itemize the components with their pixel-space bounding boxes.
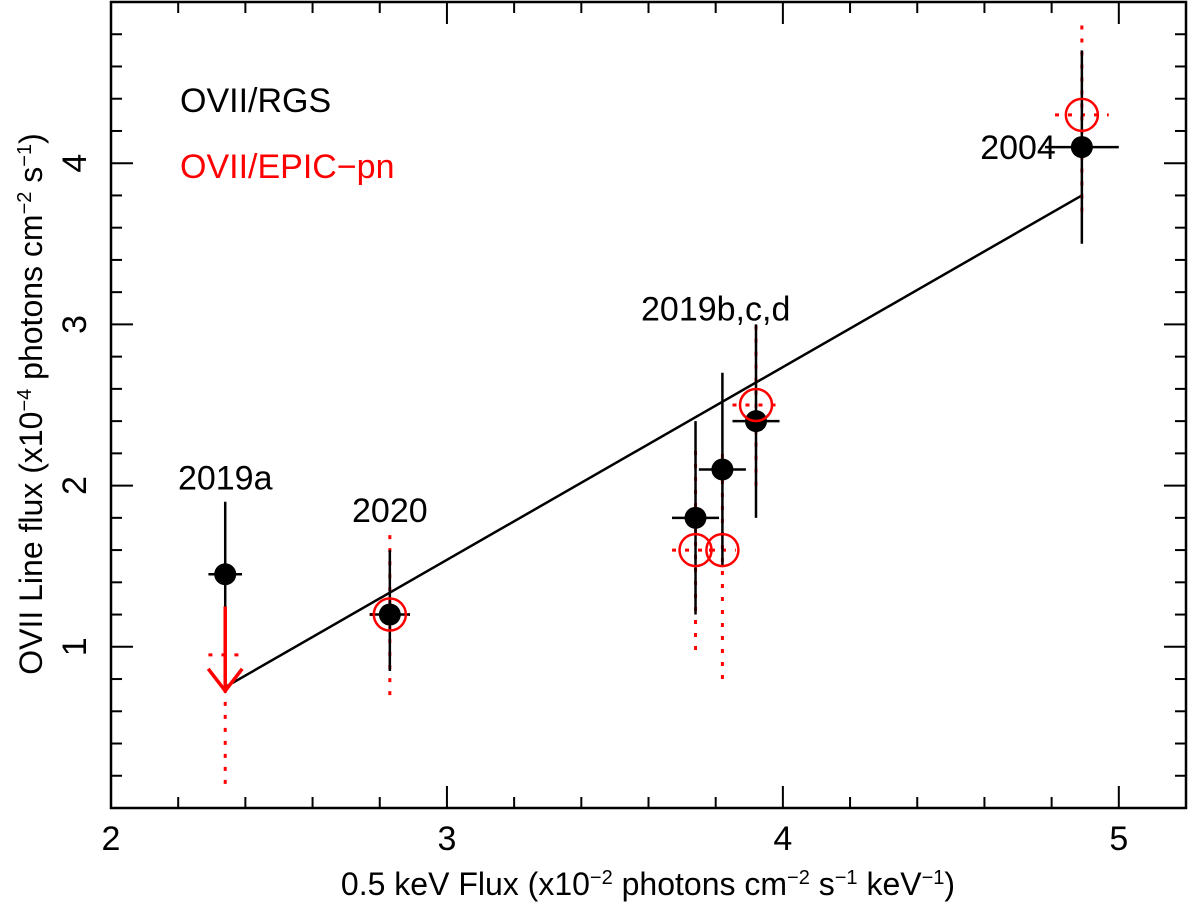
label-superscript: −1 <box>14 144 36 167</box>
y-tick-label: 3 <box>56 315 94 334</box>
epic-point <box>678 532 713 568</box>
label-superscript: −2 <box>14 192 36 215</box>
epoch-label: 2019b,c,d <box>641 290 790 328</box>
epic-point <box>738 387 774 423</box>
axis-ticks <box>110 0 1187 808</box>
rgs-point <box>711 458 734 481</box>
y-axis-label: OVII Line flux (x10−4 photons cm−2 s−1) <box>13 133 49 675</box>
x-tick-label: 3 <box>437 820 456 858</box>
x-axis-label: 0.5 keV Flux (x10−2 photons cm−2 s−1 keV… <box>341 866 955 902</box>
y-tick-label: 1 <box>56 637 94 656</box>
plot-frame <box>109 0 1188 810</box>
epic-upper-limit-arrow-head <box>206 667 244 694</box>
label-superscript: −2 <box>590 867 613 889</box>
label-superscript: −2 <box>787 867 810 889</box>
label-superscript: −1 <box>922 867 945 889</box>
legend-label-rgs: OVII/RGS <box>180 82 331 120</box>
x-tick-label: 2 <box>102 820 121 858</box>
label-text: photons cm <box>13 214 49 388</box>
label-text: photons cm <box>613 866 787 902</box>
label-superscript: −4 <box>14 389 36 412</box>
label-text: 0.5 keV Flux (x10 <box>341 866 590 902</box>
axis-tick-labels: 2 3 4 5 1 2 3 4 <box>56 154 1128 858</box>
epic-point <box>705 532 740 568</box>
label-text: ) <box>13 133 49 144</box>
rgs-point <box>1070 136 1093 159</box>
legend-label-epic: OVII/EPIC−pn <box>180 148 395 186</box>
rgs-point <box>214 563 237 586</box>
epoch-label: 2020 <box>352 492 428 530</box>
label-text: OVII Line flux (x10 <box>13 412 49 675</box>
label-text: keV <box>858 866 923 902</box>
x-tick-label: 5 <box>1109 820 1128 858</box>
label-text: s <box>810 866 835 902</box>
y-tick-label: 4 <box>56 154 94 173</box>
x-tick-label: 4 <box>773 820 792 858</box>
legend: OVII/RGS OVII/EPIC−pn <box>180 82 395 186</box>
epoch-label: 2019a <box>178 460 273 498</box>
epoch-label: 2004 <box>980 129 1056 167</box>
label-text: s <box>13 167 49 192</box>
rgs-point <box>378 603 401 626</box>
data-markers <box>206 97 1100 694</box>
epic-point <box>1064 97 1100 133</box>
rgs-point <box>684 506 707 529</box>
annotations: 2019a 2020 2019b,c,d 2004 <box>178 129 1056 530</box>
fit-line-group <box>224 194 1083 689</box>
y-tick-label: 2 <box>56 476 94 495</box>
label-text: ) <box>944 866 955 902</box>
label-superscript: −1 <box>835 867 858 889</box>
epic-point <box>372 597 408 632</box>
fit-line <box>224 194 1083 689</box>
